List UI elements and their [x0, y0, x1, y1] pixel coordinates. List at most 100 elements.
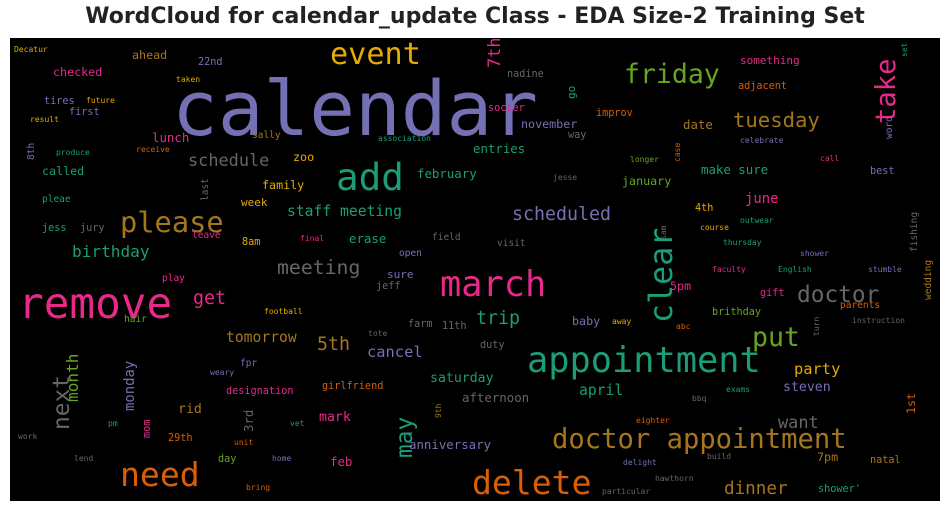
word-sally: sally: [252, 130, 281, 141]
word-29th: 29th: [168, 433, 193, 444]
word-party: party: [794, 360, 840, 378]
word-open: open: [399, 248, 422, 259]
word-football: football: [264, 307, 303, 316]
word-november: november: [521, 117, 577, 131]
word-zoo: zoo: [293, 150, 314, 164]
word-june: june: [745, 191, 778, 207]
word-february: february: [417, 166, 477, 181]
word-delete: delete: [472, 463, 592, 502]
word-natal: natal: [870, 455, 901, 466]
word-day: day: [218, 454, 236, 465]
word-way: way: [568, 130, 586, 141]
word-cancel: cancel: [367, 343, 423, 361]
word-longer: longer: [630, 155, 659, 164]
word-something: something: [740, 54, 800, 67]
word-away: away: [612, 317, 631, 326]
word-rid: rid: [178, 402, 202, 417]
word-meeting: meeting: [277, 256, 360, 279]
word-course: course: [700, 223, 729, 232]
word-appointment: appointment: [527, 340, 761, 381]
word-hawthorn: hawthorn: [655, 474, 694, 483]
word-5pm: 5pm: [670, 279, 691, 293]
word-7th: 7th: [484, 37, 504, 68]
word-doctor: doctor: [797, 282, 879, 308]
word-1st: 1st: [904, 393, 918, 414]
word-fpr: fpr: [240, 358, 257, 369]
word-4th: 4th: [695, 203, 713, 214]
word-soccer: soccer: [488, 103, 525, 114]
word-called: called: [42, 164, 84, 178]
word-wedding: wedding: [923, 260, 934, 300]
word-unit: unit: [234, 438, 253, 447]
word-brithday: brithday: [712, 307, 761, 318]
word-baby: baby: [572, 314, 600, 328]
word-8th: 8th: [26, 143, 37, 160]
word-nadine: nadine: [507, 69, 544, 80]
word-thursday: thursday: [723, 238, 762, 247]
word-tomorrow: tomorrow: [226, 329, 297, 346]
word-need: need: [120, 455, 200, 494]
word-duty: duty: [480, 340, 505, 351]
word-visit: visit: [497, 238, 526, 249]
chart-title: WordCloud for calendar_update Class - ED…: [85, 4, 865, 29]
word-family: family: [262, 178, 304, 192]
word-improv: improv: [596, 108, 633, 119]
word-please: please: [120, 205, 224, 239]
word-gift: gift: [760, 288, 785, 299]
word-instruction: instruction: [852, 316, 905, 325]
word-final: final: [300, 234, 324, 243]
word-event: event: [330, 37, 421, 72]
word-best: best: [870, 166, 895, 177]
word-add: add: [336, 155, 404, 199]
word-home: home: [272, 454, 291, 463]
word-11th: 11th: [442, 321, 467, 332]
word-weary: weary: [210, 368, 234, 377]
word-8am: 8am: [242, 237, 260, 248]
word-tires: tires: [44, 96, 75, 107]
word-sure: sure: [387, 268, 414, 281]
word-play: play: [162, 273, 185, 284]
cloud-background: [10, 38, 940, 501]
word-friday: friday: [624, 59, 720, 90]
word-shower-: shower': [818, 484, 861, 495]
word-erase: erase: [349, 231, 386, 246]
word-january: january: [622, 174, 671, 188]
word-work: work: [18, 432, 37, 441]
word-abc: abc: [676, 322, 691, 331]
word-monday: monday: [122, 361, 138, 411]
word-call: call: [820, 154, 839, 163]
word-tuesday: tuesday: [733, 108, 820, 132]
word-hair: hair: [124, 314, 147, 325]
word-shower: shower: [800, 249, 829, 258]
word-checked: checked: [53, 65, 102, 79]
word-doctor-appointment: doctor appointment: [552, 424, 847, 455]
word-date: date: [683, 117, 713, 132]
word-22nd: 22nd: [198, 57, 223, 68]
word-outwear: outwear: [740, 216, 774, 225]
word-leave: leave: [192, 230, 221, 241]
word-jesse: jesse: [553, 173, 577, 182]
word-girlfriend: girlfriend: [322, 381, 383, 392]
word-tote: tote: [368, 329, 387, 338]
word-jeff: jeff: [376, 281, 401, 292]
word-designation: designation: [226, 386, 293, 397]
word-parents: parents: [840, 300, 880, 311]
word-vet: vet: [290, 419, 305, 428]
word-month: month: [63, 354, 82, 402]
word-english: English: [778, 265, 812, 274]
word-fishing: fishing: [909, 212, 920, 252]
word-delight: delight: [623, 458, 657, 467]
word-week: week: [241, 196, 268, 209]
word-schedule: schedule: [188, 150, 269, 170]
word-word: word: [884, 116, 895, 139]
word-put: put: [752, 322, 800, 353]
word-go: go: [565, 86, 578, 99]
word-may: may: [392, 417, 418, 458]
word-first: first: [69, 107, 100, 118]
word-set: set: [900, 42, 909, 57]
word-eighter: eighter: [636, 416, 670, 425]
word-calendar: calendar: [172, 64, 538, 153]
word-faculty: faculty: [712, 265, 746, 274]
word-5th: 5th: [317, 334, 350, 355]
word-april: april: [579, 382, 623, 399]
